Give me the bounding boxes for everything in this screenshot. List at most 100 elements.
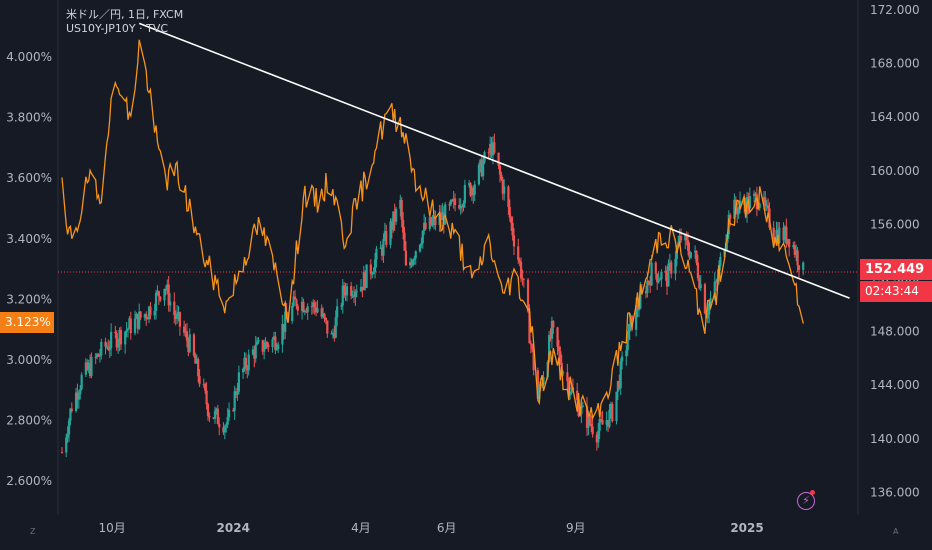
candle-body: [708, 303, 711, 315]
candle-body: [796, 250, 799, 266]
candle-body: [628, 324, 631, 340]
candle-body: [569, 393, 572, 396]
candle-body: [503, 186, 506, 194]
candle-body: [202, 384, 205, 386]
candle-body: [587, 414, 590, 428]
candle-body: [491, 142, 495, 156]
candle-body: [428, 217, 431, 230]
candle-body: [233, 391, 236, 411]
candle-body: [636, 304, 639, 311]
candle-body: [403, 232, 406, 251]
candle-body: [265, 342, 269, 345]
candle-body: [570, 387, 573, 394]
candle-body: [686, 240, 690, 251]
candle-body: [448, 204, 451, 206]
candle-body: [585, 405, 589, 428]
candle-body: [510, 217, 513, 223]
candle-body: [576, 390, 579, 401]
candle-body: [354, 291, 357, 298]
candle-body: [689, 252, 692, 258]
candle-body: [300, 301, 304, 311]
candle-body: [241, 368, 245, 373]
candle-body: [424, 222, 427, 230]
candle-body: [271, 339, 274, 348]
candle-body: [595, 434, 598, 443]
candle-body: [253, 349, 256, 359]
left-axis-tick-label: 2.600%: [6, 474, 52, 488]
candle-body: [473, 184, 476, 195]
candle-body: [420, 243, 423, 245]
candle-body: [80, 374, 83, 389]
candle-body: [470, 187, 474, 196]
candle-body: [314, 307, 318, 313]
candle-body: [312, 302, 315, 307]
candle-body: [373, 259, 377, 272]
candle-body: [227, 409, 231, 418]
candle-body: [208, 416, 211, 418]
candle-body: [512, 235, 516, 247]
candle-body: [656, 273, 659, 283]
left-axis-tick-label: 3.600%: [6, 171, 52, 185]
candle-body: [187, 340, 190, 352]
candle-body: [291, 306, 294, 321]
candle-body: [670, 262, 673, 274]
candle-body: [324, 317, 328, 321]
candle-body: [320, 308, 323, 317]
candle-body: [431, 220, 434, 226]
candle-body: [490, 143, 493, 156]
candle-body: [362, 272, 365, 291]
candle-body: [599, 419, 603, 421]
candle-body: [65, 437, 68, 453]
candle-body: [178, 312, 182, 327]
candle-body: [272, 336, 276, 340]
candle-body: [793, 245, 796, 255]
candle-body: [302, 301, 305, 312]
candle-body: [715, 281, 718, 283]
candle-body: [400, 199, 403, 220]
candle-body: [684, 235, 687, 241]
candle-body: [548, 335, 551, 362]
legend-compare-line: US10Y-JP10Y · TVC: [66, 22, 169, 35]
candle-body: [635, 304, 638, 330]
candle-body: [364, 272, 367, 288]
candle-body: [792, 245, 795, 248]
candle-body: [218, 424, 221, 428]
candle-body: [421, 230, 424, 244]
candle-body: [264, 342, 267, 349]
candle-body: [772, 227, 775, 240]
candle-body: [197, 359, 200, 377]
candle-body: [522, 278, 525, 280]
candle-body: [639, 290, 642, 309]
left-axis-tick-label: 3.200%: [6, 292, 52, 306]
auto-scale-button[interactable]: A: [893, 527, 899, 536]
candle-body: [657, 279, 660, 283]
candle-body: [786, 239, 789, 244]
candle-body: [729, 214, 732, 219]
candle-body: [414, 251, 417, 259]
candle-body: [67, 420, 71, 435]
candle-body: [460, 206, 464, 208]
zoom-toggle-button[interactable]: Z: [30, 527, 36, 536]
spread-series-line: [61, 39, 804, 421]
right-axis-tick-label: 156.000: [870, 217, 920, 231]
candle-body: [404, 250, 408, 266]
candle-body: [591, 426, 594, 435]
candle-body: [626, 339, 629, 351]
candle-body: [678, 235, 681, 243]
candle-body: [597, 430, 600, 443]
legend-symbol-line: 米ドル／円, 1日, FXCM: [66, 8, 184, 21]
candle-body: [434, 216, 437, 225]
candle-body: [333, 332, 336, 338]
trendline[interactable]: [138, 22, 850, 299]
candle-body: [369, 264, 372, 274]
candle-body: [316, 308, 319, 313]
candle-body: [566, 372, 569, 382]
candle-body: [183, 326, 186, 333]
candle-body: [296, 306, 299, 311]
flash-icon[interactable]: ⚡: [797, 492, 815, 510]
candle-body: [696, 262, 700, 279]
candle-body: [143, 314, 146, 318]
candle-body: [719, 256, 722, 266]
